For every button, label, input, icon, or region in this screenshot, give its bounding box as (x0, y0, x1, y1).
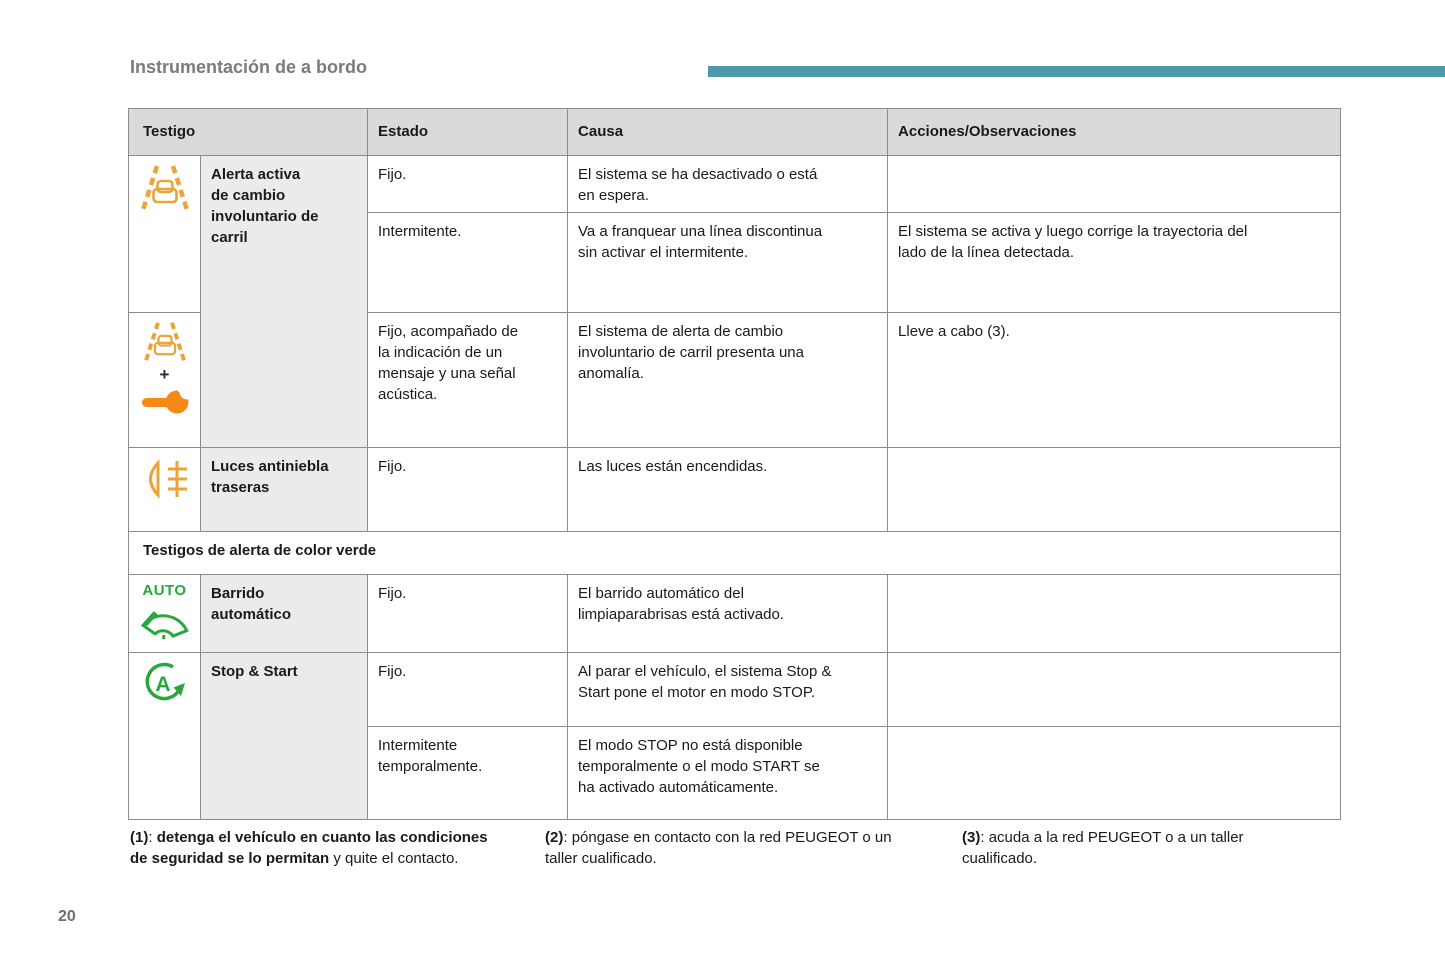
footnote-3: (3): acuda a la red PEUGEOT o a un talle… (962, 829, 1244, 867)
footnote-2: (2): póngase en contacto con la red PEUG… (545, 829, 892, 867)
acciones-cell (887, 447, 1342, 532)
causa-cell: El barrido automático del limpiaparabris… (567, 574, 889, 653)
table-row: A Stop & Start Fijo. Al parar el vehícul… (128, 652, 1342, 820)
warning-lights-table: Testigo Estado Causa Acciones/Observacio… (127, 108, 1342, 820)
acciones-cell (887, 574, 1342, 653)
col-header-causa: Causa (567, 108, 889, 156)
estado-cell: Fijo, acompañado de la indicación de un … (367, 312, 569, 448)
causa-cell: Va a franquear una línea discontinua sin… (567, 212, 889, 313)
accent-bar (708, 66, 1445, 77)
estado-cell: Fijo. (367, 652, 569, 727)
causa-cell: Al parar el vehículo, el sistema Stop & … (567, 652, 889, 727)
auto-wiper-icon (138, 601, 192, 639)
footnote-1: (1): detenga el vehículo en cuanto las c… (130, 829, 488, 867)
stop-start-icon-cell: A (128, 652, 201, 820)
causa-cell: El modo STOP no está disponible temporal… (567, 726, 889, 820)
green-section-header-row: Testigos de alerta de color verde (127, 531, 1342, 575)
lane-departure-icon (141, 321, 189, 363)
estado-cell: Fijo. (367, 574, 569, 653)
lane-departure-fault-icon-cell: + (128, 312, 201, 448)
causa-cell: Las luces están encendidas. (567, 447, 889, 532)
acciones-cell (887, 652, 1342, 727)
col-header-testigo: Testigo (127, 108, 369, 156)
estado-cell: Intermitente. (367, 212, 569, 313)
label-lane-departure: Alerta activa de cambio involuntario de … (199, 155, 369, 448)
green-section-title: Testigos de alerta de color verde (127, 531, 1342, 575)
acciones-cell (887, 155, 1342, 213)
acciones-cell: El sistema se activa y luego corrige la … (887, 212, 1342, 313)
rear-fog-lights-icon (129, 456, 200, 502)
wrench-icon (141, 387, 189, 417)
estado-cell: Fijo. (367, 155, 569, 213)
rear-fog-icon-cell (128, 447, 201, 532)
table-row: Luces antiniebla traseras Fijo. Las luce… (128, 447, 1342, 532)
table-header-row: Testigo Estado Causa Acciones/Observacio… (127, 108, 1342, 156)
page-number: 20 (58, 908, 76, 925)
table-row: Intermitente. Va a franquear una línea d… (129, 212, 1342, 313)
stop-start-letter: A (155, 673, 170, 696)
auto-label: AUTO (142, 582, 187, 599)
causa-cell: El sistema se ha desactivado o está en e… (567, 155, 889, 213)
auto-wiper-icon-cell: AUTO (128, 574, 201, 653)
lane-departure-icon (129, 164, 200, 212)
page-title: Instrumentación de a bordo (130, 57, 368, 77)
estado-cell: Fijo. (367, 447, 569, 532)
lane-departure-icon-cell (128, 155, 201, 313)
table-row: + Fijo, acompañado de la indicación de u… (128, 312, 1342, 448)
label-auto-wiper: Barrido automático (199, 574, 369, 653)
estado-cell: Intermitente temporalmente. (367, 726, 569, 820)
col-header-acciones: Acciones/Observaciones (887, 108, 1342, 156)
label-rear-fog: Luces antiniebla traseras (199, 447, 369, 532)
table-row: AUTO Barrido automático Fijo. El barr (128, 574, 1342, 653)
stop-start-icon: A (129, 661, 200, 711)
table-row: Alerta activa de cambio involuntario de … (128, 155, 1342, 448)
table-row: Intermitente temporalmente. El modo STOP… (129, 726, 1342, 820)
plus-sign: + (159, 365, 170, 384)
label-stop-start: Stop & Start (199, 652, 369, 820)
acciones-cell (887, 726, 1342, 820)
causa-cell: El sistema de alerta de cambio involunta… (567, 312, 889, 448)
col-header-estado: Estado (367, 108, 569, 156)
acciones-cell: Lleve a cabo (3). (887, 312, 1342, 448)
